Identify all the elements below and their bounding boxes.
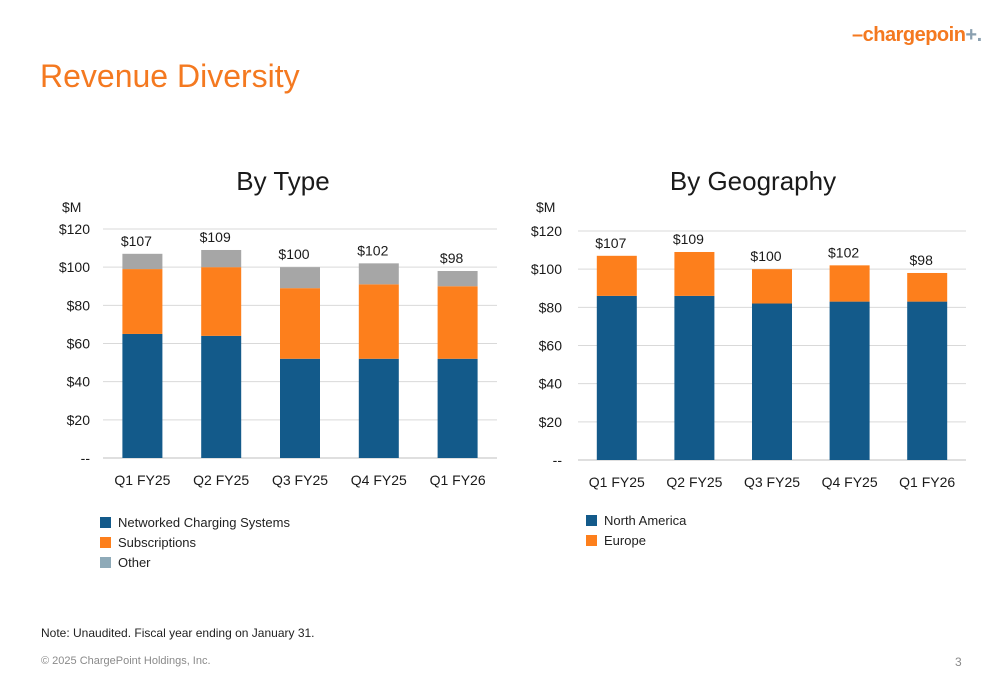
y-tick-label: $40 bbox=[67, 374, 91, 390]
y-axis-unit-label: $M bbox=[536, 199, 555, 215]
legend-item: Europe bbox=[586, 530, 686, 550]
legend-item: North America bbox=[586, 510, 686, 530]
legend-swatch bbox=[586, 514, 597, 526]
legend-swatch bbox=[100, 536, 111, 548]
y-axis-unit-label: $M bbox=[62, 199, 81, 215]
x-category-label: Q2 FY25 bbox=[666, 474, 722, 490]
bar-segment bbox=[752, 303, 792, 460]
legend-by-type: Networked Charging Systems Subscriptions O… bbox=[100, 512, 290, 572]
chargepoint-logo: –chargepoin+. bbox=[852, 24, 982, 47]
bar-segment bbox=[358, 263, 399, 285]
y-tick-label: $120 bbox=[59, 221, 90, 237]
logo-plus: +. bbox=[965, 24, 982, 46]
bar-total-label: $98 bbox=[910, 252, 934, 268]
bar-total-label: $107 bbox=[595, 235, 626, 251]
y-tick-label: $40 bbox=[539, 376, 563, 392]
y-tick-label: -- bbox=[81, 450, 91, 466]
bar-total-label: $102 bbox=[828, 244, 859, 260]
y-tick-label: $20 bbox=[67, 412, 91, 428]
bar-segment bbox=[201, 335, 242, 458]
x-category-label: Q2 FY25 bbox=[193, 472, 249, 488]
bar-segment bbox=[122, 269, 163, 334]
legend-label: Other bbox=[118, 554, 151, 570]
x-category-label: Q1 FY25 bbox=[114, 472, 170, 488]
legend-swatch bbox=[100, 556, 111, 568]
bar-segment bbox=[907, 272, 948, 302]
bar-total-label: $100 bbox=[750, 248, 781, 264]
y-tick-label: $100 bbox=[59, 259, 90, 275]
bar-segment bbox=[829, 265, 870, 302]
bar-total-label: $109 bbox=[200, 229, 231, 245]
legend-item: Subscriptions bbox=[100, 532, 290, 552]
bar-segment bbox=[280, 267, 320, 289]
bar-segment bbox=[437, 286, 478, 359]
bar-segment bbox=[122, 253, 163, 270]
legend-by-geography: North America Europe bbox=[586, 510, 686, 550]
bar-segment bbox=[201, 267, 242, 336]
legend-swatch bbox=[100, 516, 111, 528]
bar-segment bbox=[201, 249, 242, 268]
bar-segment bbox=[596, 255, 637, 296]
bar-segment bbox=[907, 301, 948, 460]
y-tick-label: $80 bbox=[67, 297, 91, 313]
x-category-label: Q3 FY25 bbox=[744, 474, 800, 490]
bar-total-label: $102 bbox=[357, 242, 388, 258]
bar-segment bbox=[674, 295, 715, 460]
bar-segment bbox=[437, 358, 478, 458]
y-tick-label: $60 bbox=[539, 338, 563, 354]
legend-label: Europe bbox=[604, 532, 646, 548]
bar-segment bbox=[674, 251, 715, 296]
footnote: Note: Unaudited. Fiscal year ending on J… bbox=[41, 626, 315, 640]
legend-swatch bbox=[586, 534, 597, 546]
bar-segment bbox=[752, 269, 792, 304]
logo-dash: – bbox=[852, 24, 863, 46]
bar-total-label: $109 bbox=[673, 231, 704, 247]
x-category-label: Q1 FY26 bbox=[899, 474, 955, 490]
x-category-label: Q1 FY25 bbox=[589, 474, 645, 490]
bar-segment bbox=[358, 284, 399, 359]
bar-segment bbox=[358, 358, 399, 458]
x-category-label: Q4 FY25 bbox=[351, 472, 407, 488]
y-tick-label: $20 bbox=[539, 414, 563, 430]
y-tick-label: $100 bbox=[531, 261, 562, 277]
y-tick-label: $120 bbox=[531, 223, 562, 239]
bar-total-label: $98 bbox=[440, 250, 464, 266]
y-tick-label: $60 bbox=[67, 336, 91, 352]
bar-segment bbox=[280, 358, 320, 458]
legend-label: Networked Charging Systems bbox=[118, 514, 290, 530]
x-category-label: Q1 FY26 bbox=[430, 472, 486, 488]
bar-segment bbox=[596, 295, 637, 460]
bar-segment bbox=[437, 270, 478, 287]
legend-item: Other bbox=[100, 552, 290, 572]
bar-segment bbox=[122, 333, 163, 458]
copyright: © 2025 ChargePoint Holdings, Inc. bbox=[41, 655, 211, 667]
bar-total-label: $107 bbox=[121, 233, 152, 249]
page-number: 3 bbox=[955, 655, 962, 669]
x-category-label: Q4 FY25 bbox=[822, 474, 878, 490]
bar-segment bbox=[280, 288, 320, 359]
bar-total-label: $100 bbox=[278, 246, 309, 262]
page-title: Revenue Diversity bbox=[40, 58, 300, 94]
y-tick-label: $80 bbox=[539, 299, 563, 315]
legend-label: Subscriptions bbox=[118, 534, 197, 550]
y-tick-label: -- bbox=[553, 452, 563, 468]
x-category-label: Q3 FY25 bbox=[272, 472, 328, 488]
bar-segment bbox=[829, 301, 870, 460]
chart-title: By Geography bbox=[670, 166, 836, 196]
logo-text: chargepoin bbox=[862, 24, 966, 46]
legend-item: Networked Charging Systems bbox=[100, 512, 290, 532]
chart-title: By Type bbox=[236, 166, 329, 196]
legend-label: North America bbox=[604, 512, 687, 528]
